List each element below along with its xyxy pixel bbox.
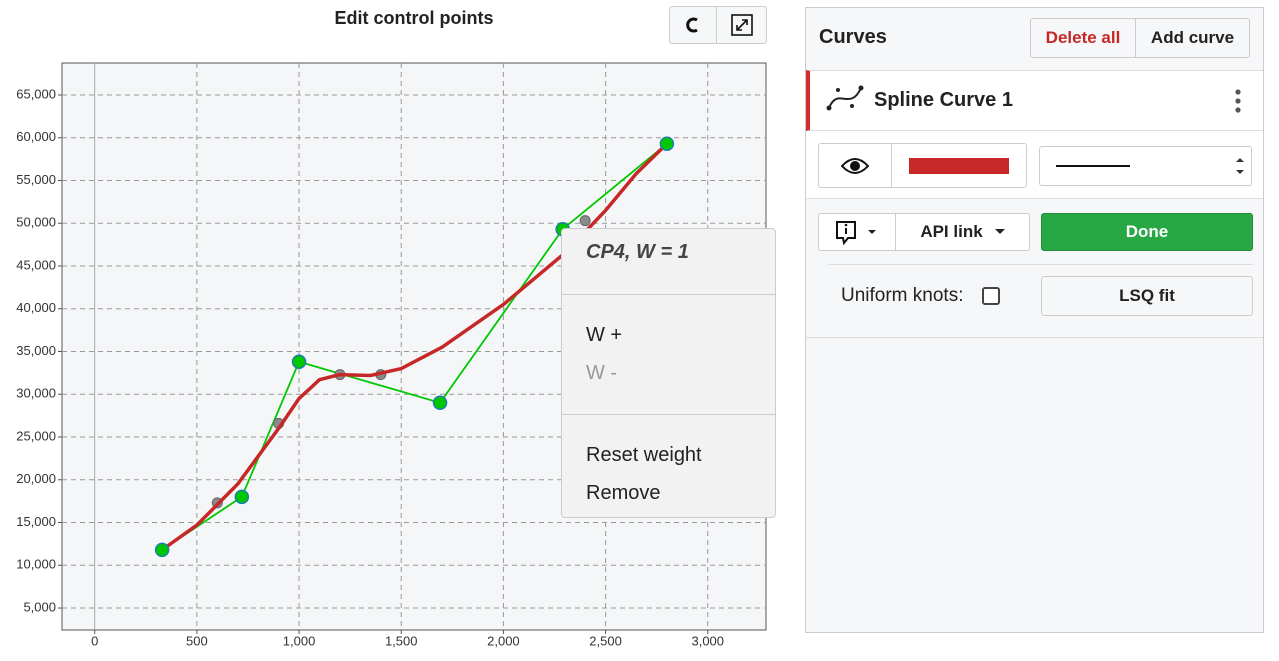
menu-item[interactable]: Remove (586, 482, 661, 504)
lsq-fit-button[interactable]: LSQ fit (1041, 276, 1253, 316)
info-button[interactable] (818, 213, 896, 251)
caret (994, 229, 1005, 234)
y-tick-label: 30,000 (16, 386, 56, 401)
control-point[interactable] (432, 395, 448, 411)
done-button[interactable]: Done (1041, 213, 1253, 251)
color-button[interactable] (891, 143, 1027, 188)
control-polygon (161, 143, 668, 551)
magnet-icon (686, 17, 698, 33)
x-tick-label: 1,500 (385, 633, 418, 648)
uniform-knots-checkbox[interactable] (982, 287, 1000, 305)
menu-item[interactable]: Reset weight (586, 444, 702, 466)
api-link-button[interactable]: API link (895, 213, 1030, 251)
panel-title: Curves (819, 26, 887, 48)
color-swatch (909, 157, 1009, 174)
x-tick-label: 0 (91, 633, 98, 648)
separator (562, 294, 775, 295)
separator (828, 264, 1253, 265)
spline-curve (161, 142, 669, 552)
y-tick-label: 35,000 (16, 343, 56, 358)
chart-title: Edit control points (335, 8, 494, 28)
y-tick-label: 65,000 (16, 86, 56, 101)
visibility-button[interactable] (818, 143, 892, 188)
x-tick-label: 3,000 (691, 633, 724, 648)
menu-item[interactable]: W + (586, 324, 623, 346)
y-tick-label: 10,000 (16, 557, 56, 572)
line-style-icon (1055, 158, 1244, 174)
control-point[interactable] (291, 354, 307, 370)
snap-button[interactable] (669, 6, 717, 44)
curve-name: Spline Curve 1 (874, 89, 1013, 111)
y-tick-label: 20,000 (16, 471, 56, 486)
api-link-label: API link (920, 222, 983, 241)
expand-icon (730, 14, 753, 36)
more-icon[interactable] (1234, 88, 1242, 114)
context-menu: CP4, W = 1 W + W - Reset weight Remove (561, 228, 776, 518)
knot-point (579, 215, 591, 227)
curves-panel: Curves Delete all Add curve Spline Curve… (805, 7, 1264, 633)
menu-item: W - (586, 362, 618, 384)
spline-icon (826, 85, 864, 111)
uniform-knots-label: Uniform knots: (841, 285, 964, 306)
y-tick-label: 40,000 (16, 300, 56, 315)
control-point[interactable] (154, 542, 170, 558)
y-tick-label: 15,000 (16, 514, 56, 529)
y-tick-label: 60,000 (16, 129, 56, 144)
add-curve-button[interactable]: Add curve (1135, 18, 1250, 58)
x-tick-label: 1,000 (283, 633, 316, 648)
x-tick-label: 500 (186, 633, 208, 648)
y-tick-label: 5,000 (23, 599, 56, 614)
eye-icon (841, 157, 869, 174)
x-tick-label: 2,500 (589, 633, 622, 648)
fullscreen-button[interactable] (716, 6, 767, 44)
y-tick-label: 45,000 (16, 257, 56, 272)
x-tick-label: 2,000 (487, 633, 520, 648)
y-tick-label: 25,000 (16, 428, 56, 443)
separator (806, 337, 1263, 338)
y-tick-label: 50,000 (16, 215, 56, 230)
info-icon (836, 221, 876, 245)
separator (562, 414, 775, 415)
control-point[interactable] (659, 136, 675, 151)
menu-title: CP4, W = 1 (586, 241, 689, 263)
line-style-select[interactable] (1039, 146, 1252, 186)
control-point[interactable] (234, 489, 250, 505)
delete-all-button[interactable]: Delete all (1030, 18, 1136, 58)
y-tick-label: 55,000 (16, 172, 56, 187)
curve-row[interactable]: Spline Curve 1 (806, 70, 1263, 131)
